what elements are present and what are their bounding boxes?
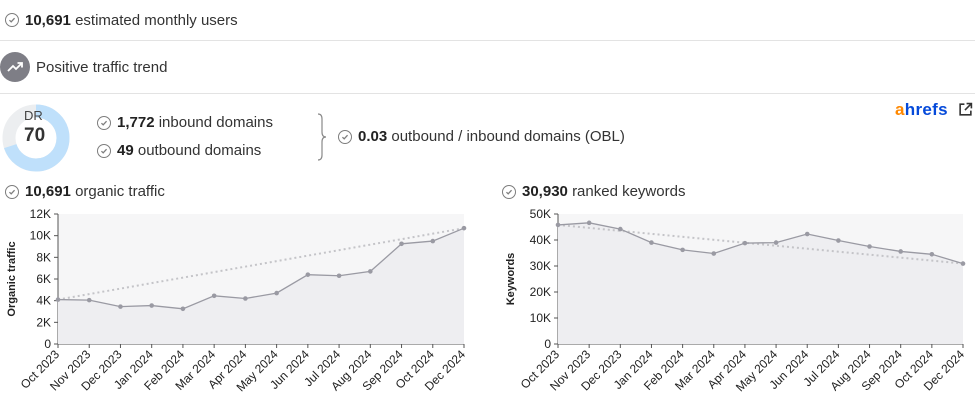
check-circle-icon (97, 143, 111, 158)
divider (0, 40, 975, 41)
y-tick-label: 0 (544, 337, 551, 351)
data-point (243, 296, 248, 301)
ahrefs-logo-rest: hrefs (904, 100, 948, 119)
data-point (118, 304, 123, 309)
check-circle-icon (97, 115, 111, 130)
brace-icon (317, 113, 327, 161)
check-circle-icon (5, 13, 19, 27)
traffic-trend-label: Positive traffic trend (36, 58, 168, 76)
inbound-domains-label: inbound domains (158, 114, 273, 131)
y-tick-label: 8K (36, 250, 51, 264)
ranked-keywords-label: ranked keywords (572, 183, 686, 200)
data-point (336, 273, 342, 279)
data-point (898, 249, 903, 254)
ahrefs-logo-link[interactable]: ahrefs (895, 100, 948, 120)
y-tick-label: 20K (530, 285, 551, 299)
trending-up-icon (0, 52, 30, 82)
ranked-keywords-header: 30,930 ranked keywords (502, 183, 685, 200)
data-point (680, 247, 685, 253)
dr-value: 70 (24, 125, 46, 146)
outbound-domains-row: 49 outbound domains (97, 142, 261, 159)
data-point (305, 272, 311, 277)
data-point (430, 238, 436, 244)
y-tick-label: 30K (530, 259, 551, 273)
check-circle-icon (502, 184, 516, 199)
y-tick-label: 10K (30, 229, 51, 243)
outbound-domains-value: 49 (117, 142, 134, 159)
y-tick-label: 2K (36, 315, 51, 329)
obl-label: outbound / inbound domains (OBL) (391, 128, 625, 145)
check-circle-icon (338, 129, 352, 144)
organic-traffic-value: 10,691 (25, 183, 71, 200)
traffic-trend-row: Positive traffic trend (0, 52, 975, 82)
y-tick-label: 6K (36, 272, 51, 286)
data-point (586, 220, 592, 226)
monthly-users-value: 10,691 (25, 11, 71, 29)
series-line (57, 227, 465, 310)
data-point (773, 240, 779, 245)
obl-row: 0.03 outbound / inbound domains (OBL) (338, 128, 625, 145)
obl-value: 0.03 (358, 128, 388, 145)
series-area (58, 228, 464, 344)
monthly-users-text: 10,691 estimated monthly users (25, 12, 238, 29)
y-tick-label: 40K (530, 233, 551, 247)
inbound-domains-row: 1,772 inbound domains (97, 114, 273, 131)
data-point (211, 293, 217, 299)
ahrefs-logo-a: a (895, 100, 905, 119)
data-point (555, 222, 561, 228)
check-circle-icon (5, 184, 19, 199)
data-point (368, 269, 373, 274)
series-line (557, 222, 964, 265)
y-tick-label: 0 (44, 337, 51, 351)
external-link-icon[interactable] (958, 102, 973, 117)
y-tick-label: 4K (36, 294, 51, 308)
data-point (399, 241, 404, 247)
divider (0, 93, 975, 94)
trend-line (57, 227, 465, 301)
data-point (929, 252, 935, 257)
data-point (149, 303, 154, 308)
organic-traffic-header: 10,691 organic traffic (5, 183, 165, 200)
data-point (649, 240, 654, 245)
monthly-users-row: 10,691 estimated monthly users (0, 6, 975, 34)
monthly-users-label: estimated monthly users (75, 11, 238, 29)
domain-rating-gauge (2, 104, 70, 172)
data-point (180, 306, 186, 312)
data-point (86, 297, 92, 303)
outbound-domains-label: outbound domains (137, 142, 262, 159)
dr-label: DR (24, 108, 43, 123)
data-point (867, 244, 872, 249)
data-point (274, 290, 279, 296)
data-point (461, 225, 467, 231)
data-point (711, 251, 717, 256)
y-axis-title: Keywords (505, 253, 517, 306)
data-point (804, 231, 810, 237)
ranked-keywords-value: 30,930 (522, 183, 568, 200)
y-tick-label: 12K (30, 207, 51, 221)
data-point (55, 297, 61, 302)
data-point (742, 240, 748, 246)
data-point (836, 238, 841, 243)
organic-traffic-label: organic traffic (75, 183, 165, 200)
y-axis-title: Organic traffic (6, 241, 18, 316)
data-point (960, 261, 966, 266)
y-tick-label: 10K (530, 311, 551, 325)
dr-ring-fill (2, 104, 70, 172)
inbound-domains-value: 1,772 (117, 114, 155, 131)
data-point (618, 226, 623, 232)
y-tick-label: 50K (530, 207, 551, 221)
